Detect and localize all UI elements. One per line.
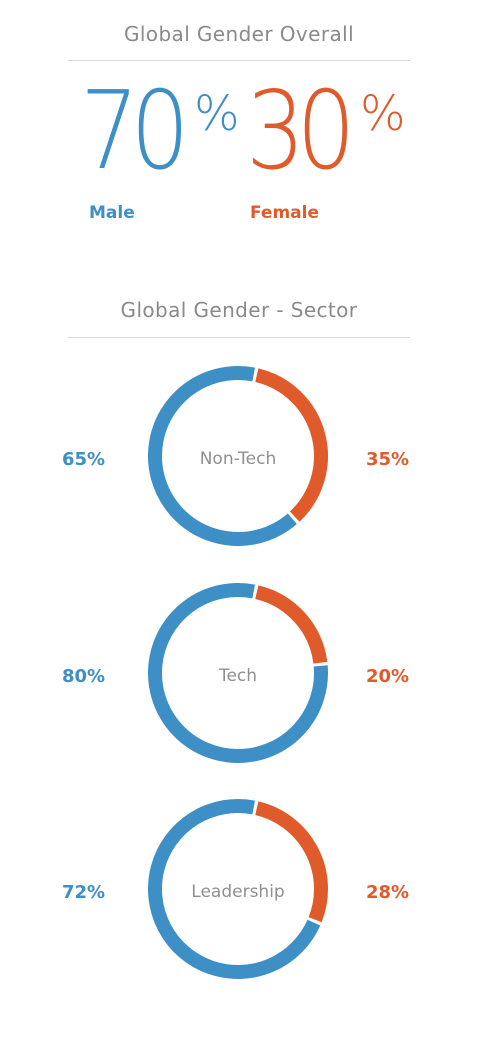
female-percent-leadership: 28% [366,882,410,903]
male-overall-percent-sign: % [194,86,240,142]
male-percent-non-tech: 65% [62,449,106,470]
donut-center-label-tech: Tech [218,666,258,686]
male-percent-tech: 80% [62,666,106,687]
donut-chart-non-tech [148,366,328,546]
sector-divider [68,337,410,338]
donut-center-label-non-tech: Non-Tech [199,449,277,469]
male-overall-number: 70 [80,69,190,194]
donut-slice-female-non-tech [255,368,328,522]
female-percent-non-tech: 35% [366,449,410,470]
male-overall-value: 70 % [80,69,240,198]
donut-slice-female-leadership [255,801,328,923]
donut-slice-male-leadership [148,799,321,979]
male-percent-leadership: 72% [62,882,106,903]
male-label: Male [89,203,135,223]
donut-chart-leadership [148,799,328,979]
donut-center-label-leadership: Leadership [191,882,285,902]
female-label: Female [250,203,319,223]
overall-heading: Global Gender Overall [123,22,355,46]
donut-slice-male-non-tech [148,366,297,546]
female-overall-value: 30 % [246,69,406,198]
female-percent-tech: 20% [366,666,410,687]
overall-divider [68,60,410,61]
donut-row-leadership: 72% 28% Leadership [0,796,500,996]
donut-slice-male-tech [148,583,328,763]
donut-row-non-tech: 65% 35% Non-Tech [0,363,500,563]
female-overall-number: 30 [246,69,356,194]
donut-slice-female-tech [255,585,328,664]
donut-row-tech: 80% 20% Tech [0,580,500,780]
donut-chart-tech [148,583,328,763]
sector-heading: Global Gender - Sector [120,298,358,322]
female-overall-percent-sign: % [360,86,406,142]
